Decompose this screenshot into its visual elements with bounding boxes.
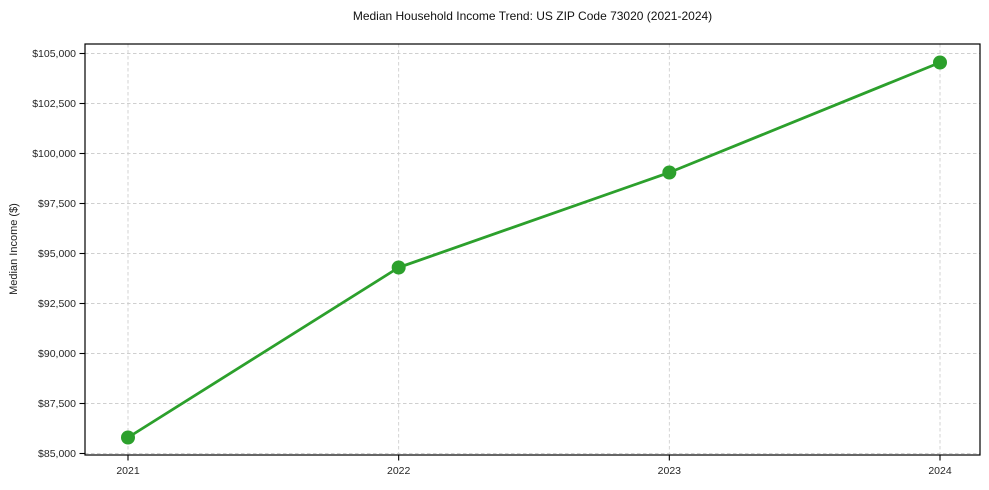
- data-point-marker: [662, 165, 677, 180]
- y-tick-label: $100,000: [32, 148, 76, 160]
- y-tick-label: $97,500: [38, 198, 76, 210]
- data-point-marker: [933, 55, 947, 70]
- data-point-marker: [391, 260, 406, 275]
- y-tick-label: $90,000: [38, 348, 76, 360]
- y-tick-label: $92,500: [38, 298, 76, 310]
- x-tick-label: 2022: [387, 465, 411, 477]
- y-tick-label: $85,000: [38, 448, 76, 460]
- data-point-marker: [121, 430, 135, 445]
- y-tick-label: $105,000: [32, 48, 76, 60]
- x-tick-label: 2024: [928, 465, 952, 477]
- y-tick-label: $87,500: [38, 398, 76, 410]
- y-tick-label: $102,500: [32, 98, 76, 110]
- x-tick-label: 2023: [658, 465, 682, 477]
- plot-border: [84, 43, 981, 456]
- series-line: [126, 61, 942, 439]
- y-tick-label: $95,000: [38, 248, 76, 260]
- x-tick-label: 2021: [116, 465, 140, 477]
- chart-title: Median Household Income Trend: US ZIP Co…: [352, 9, 713, 23]
